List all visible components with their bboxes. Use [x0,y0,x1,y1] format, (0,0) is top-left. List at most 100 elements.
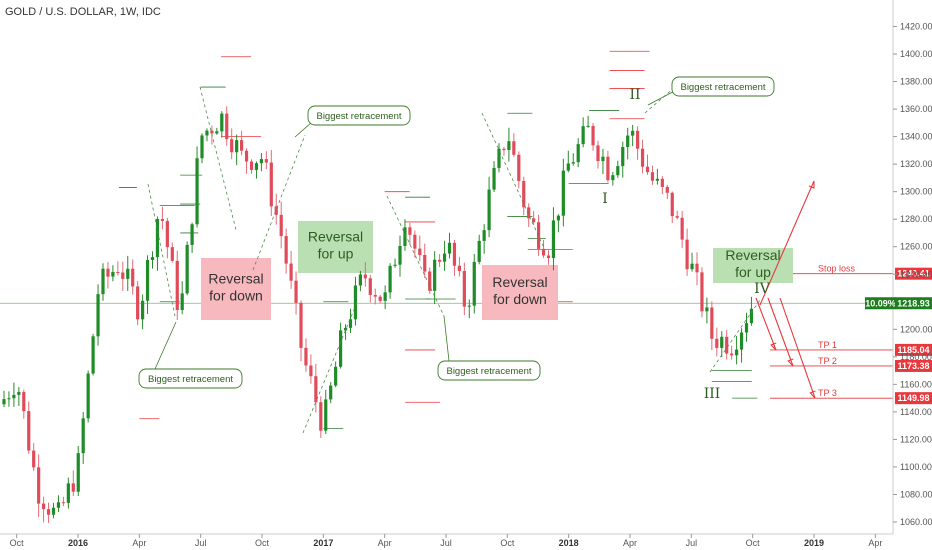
wave-label: II [629,87,640,103]
current-price-tag-label: 1218.93 [897,298,930,308]
candle-body [631,130,635,136]
candle-body [101,268,105,295]
x-tick-label: 2019 [804,538,824,548]
y-tick-label: 1080.00 [900,489,932,499]
candle-body [309,365,313,377]
candle-body [324,399,328,431]
candle-body [645,166,650,173]
candle-body [551,220,556,259]
candle-body [200,135,204,159]
candle-body [225,113,229,140]
candle-body [537,222,541,249]
price-tag-label: 1240.41 [897,269,930,279]
candle-body [640,148,645,167]
price-tag-label: 1149.98 [897,393,929,403]
y-tick-label: 1420.00 [900,22,932,32]
reversal-for-down-zone-label: for down [493,291,547,307]
candle-body [690,263,694,270]
candle-body [353,285,358,320]
candle-body [106,268,110,277]
candle-body [96,294,100,337]
retracement-guide [199,86,237,231]
candle-body [2,399,6,405]
candle-body [299,302,303,348]
retracement-note [307,105,411,126]
candle-body [403,227,407,246]
candle-body [91,336,95,374]
candle-body [611,175,615,181]
candle-body [571,162,575,164]
candle-body [442,253,447,262]
reversal-for-up-small-zone-label: Reversal [725,247,780,263]
trade-level-label: TP 1 [818,340,837,350]
candle-body [32,450,36,468]
candle-body [61,502,65,504]
current-price-tag [895,297,932,310]
candle-body [165,220,169,248]
wave-label: I [602,191,608,207]
candle-body [348,319,353,328]
candle-body [141,300,145,320]
candle-body [131,268,135,287]
x-tick-label: Oct [500,538,515,548]
candle-body [279,214,283,237]
candle-body [116,271,120,273]
x-tick-label: 2017 [313,538,333,548]
candle-body [447,242,452,254]
candle-body [244,150,249,162]
candle-body [660,178,664,188]
y-tick-label: 1380.00 [900,77,932,87]
candle-body [17,391,21,395]
x-tick-label: Oct [255,538,270,548]
candle-body [591,125,595,146]
y-tick-label: 1060.00 [900,517,932,527]
candle-body [670,192,674,217]
candle-body [730,353,734,356]
candle-body [487,189,491,231]
projection-arrow-tp1-head [770,342,777,351]
candle-body [601,156,605,162]
projection-arrow-tp2 [767,297,794,367]
retracement-note-text: Biggest retracement [680,82,765,93]
candle-body [170,247,174,261]
reversal-for-down-zone [201,258,271,320]
candle-body [329,385,333,400]
price-tag [895,392,932,405]
candle-body [735,349,739,356]
y-tick-label: 1360.00 [900,104,932,114]
retracement-guide [386,195,445,317]
projection-arrow-up [759,180,815,306]
candle-body [339,330,343,367]
wave-label: III [704,386,721,402]
candle-body [111,271,115,277]
trade-level-label: TP 2 [818,356,837,366]
candle-body [576,144,580,163]
retracement-guide [147,183,176,317]
wave-label: IV [754,281,771,297]
retracement-note-text: Biggest retracement [316,111,401,122]
price-tag [895,267,932,280]
y-tick-label: 1320.00 [900,159,932,169]
candle-body [527,207,531,219]
candle-body [418,248,422,255]
candle-body [705,307,709,312]
candle-body [438,259,442,262]
retracement-note [138,368,243,389]
y-tick-label: 1120.00 [900,434,932,444]
change-tag-label: 10.09% [865,298,896,308]
candle-body [710,307,714,339]
reversal-for-down-zone-label: Reversal [492,274,547,290]
candle-body [254,163,259,170]
candle-body [56,502,61,508]
candle-body [126,268,130,279]
candle-body [428,271,432,291]
candle-body [482,230,486,241]
x-tick-label: Jul [440,538,452,548]
y-tick-label: 1340.00 [900,132,932,142]
candle-body [749,308,754,324]
reversal-for-down-zone-label: Reversal [208,271,263,287]
candle-body [522,181,526,208]
candle-body [636,130,640,149]
candle-body [739,332,744,350]
